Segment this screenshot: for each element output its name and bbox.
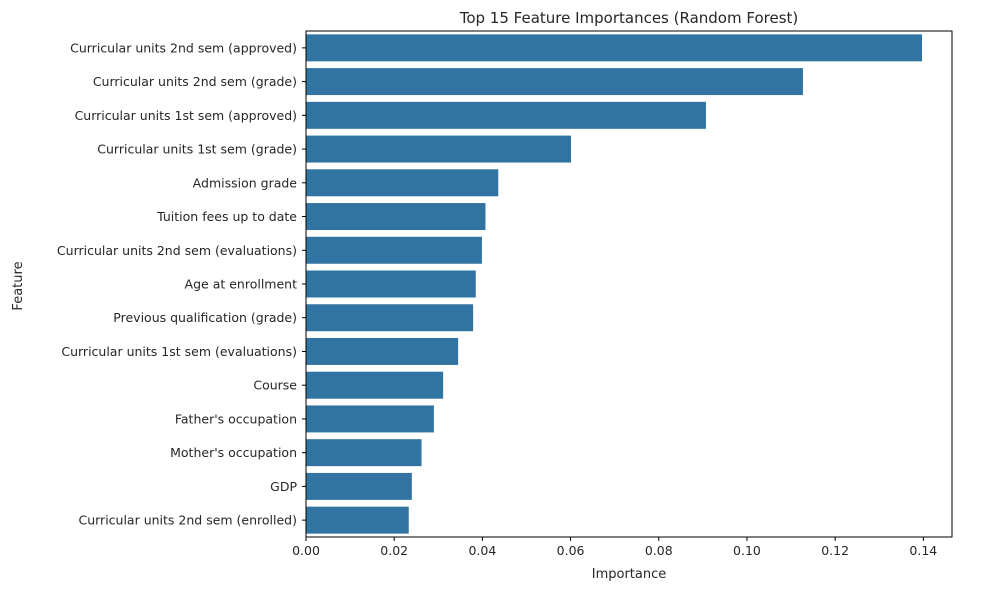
y-tick-label: Previous qualification (grade) bbox=[113, 310, 297, 325]
x-tick-label: 0.12 bbox=[821, 543, 849, 558]
y-tick-label: Curricular units 2nd sem (approved) bbox=[70, 40, 297, 55]
bar bbox=[306, 439, 422, 467]
y-tick-label: GDP bbox=[270, 479, 297, 494]
bar bbox=[306, 169, 499, 197]
x-axis-ticks: 0.00 0.02 0.04 0.06 0.08 0.10 0.12 0.14 bbox=[292, 537, 937, 558]
y-tick-label: Curricular units 2nd sem (evaluations) bbox=[57, 243, 297, 258]
bar bbox=[306, 135, 572, 163]
chart-title: Top 15 Feature Importances (Random Fores… bbox=[459, 9, 799, 27]
x-tick-label: 0.08 bbox=[645, 543, 673, 558]
bar bbox=[306, 337, 459, 365]
bar bbox=[306, 34, 923, 62]
bar bbox=[306, 270, 476, 298]
bar bbox=[306, 472, 412, 500]
y-tick-label: Mother's occupation bbox=[170, 445, 297, 460]
x-tick-label: 0.04 bbox=[468, 543, 496, 558]
bar bbox=[306, 405, 434, 433]
bar bbox=[306, 68, 803, 96]
y-tick-label: Curricular units 1st sem (approved) bbox=[75, 108, 297, 123]
y-tick-label: Age at enrollment bbox=[185, 277, 298, 292]
plot-frame bbox=[305, 30, 953, 538]
y-tick-label: Tuition fees up to date bbox=[156, 209, 297, 224]
x-tick-label: 0.00 bbox=[292, 543, 320, 558]
x-tick-label: 0.02 bbox=[380, 543, 408, 558]
x-tick-label: 0.14 bbox=[909, 543, 937, 558]
bar bbox=[306, 236, 482, 264]
y-tick-label: Curricular units 2nd sem (enrolled) bbox=[78, 513, 297, 528]
y-tick-label: Curricular units 1st sem (grade) bbox=[97, 142, 297, 157]
y-tick-label: Admission grade bbox=[193, 175, 298, 190]
bars-group bbox=[306, 34, 923, 534]
y-tick-label: Father's occupation bbox=[175, 411, 297, 426]
bar bbox=[306, 371, 444, 399]
x-tick-label: 0.10 bbox=[733, 543, 761, 558]
bar bbox=[306, 304, 474, 332]
bar bbox=[306, 506, 409, 534]
x-axis-label: Importance bbox=[592, 567, 667, 582]
x-tick-label: 0.06 bbox=[557, 543, 585, 558]
bar bbox=[306, 203, 486, 231]
bar bbox=[306, 101, 706, 129]
y-axis-ticks: Curricular units 2nd sem (approved) Curri… bbox=[57, 40, 306, 528]
y-axis-label: Feature bbox=[11, 261, 26, 310]
y-tick-label: Course bbox=[253, 378, 297, 393]
y-tick-label: Curricular units 1st sem (evaluations) bbox=[61, 344, 297, 359]
y-tick-label: Curricular units 2nd sem (grade) bbox=[93, 74, 297, 89]
